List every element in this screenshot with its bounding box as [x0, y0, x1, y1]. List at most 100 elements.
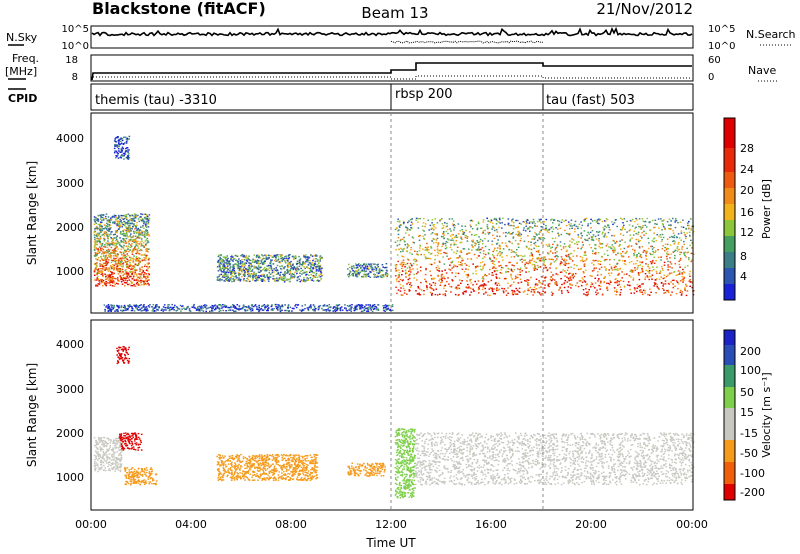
power-cell-5-530	[674, 285, 676, 287]
power-cell-5-197	[639, 235, 642, 238]
power-cell-5-1589	[548, 243, 550, 246]
power-cell-5-496	[460, 250, 462, 252]
power-cell-2-494	[318, 276, 321, 278]
power-cell-4-28	[391, 304, 394, 306]
power-cell-0-530	[131, 228, 133, 230]
power-cell-5-876	[600, 260, 602, 263]
power-cell-5-1076	[498, 235, 501, 238]
power-cell-5-620	[490, 260, 493, 262]
power-cell-0-96	[130, 244, 132, 246]
power-cell-0-769	[102, 234, 104, 236]
power-cell-4-497	[368, 306, 370, 308]
freq-series	[91, 62, 692, 81]
power-cell-0-1066	[136, 281, 139, 283]
power-cell-5-687	[458, 264, 460, 266]
power-cell-0-803	[148, 217, 151, 220]
power-cell-3-17	[365, 270, 368, 272]
power-cell-2-628	[289, 253, 291, 256]
power-cell-5-309	[586, 239, 589, 242]
power-cell-5-912	[531, 238, 533, 240]
power-cell-5-311	[474, 280, 476, 283]
power-cell-5-1114	[458, 287, 461, 290]
power-cell-5-1622	[629, 270, 631, 273]
power-cell-2-704	[257, 265, 260, 267]
power-cell-5-242	[512, 250, 514, 253]
power-cell-5-1531	[410, 224, 412, 227]
power-cell-2-190	[231, 257, 233, 259]
power-cell-5-60	[673, 234, 676, 237]
power-cell-0-1060	[146, 237, 149, 240]
power-cell-4-189	[230, 305, 232, 308]
power-cell-5-1478	[433, 242, 435, 244]
power-cell-4-302	[176, 309, 179, 312]
power-cell-0-984	[143, 276, 145, 278]
power-cell-4-587	[317, 308, 320, 311]
power-cell-0-38	[112, 222, 114, 224]
power-cell-2-401	[225, 259, 228, 262]
power-cell-4-142	[107, 304, 110, 306]
power-cell-0-504	[144, 240, 147, 242]
power-cell-5-94	[596, 219, 599, 221]
power-cell-0-564	[144, 276, 146, 278]
power-cell-5-1267	[422, 222, 425, 224]
power-cell-3-71	[359, 264, 362, 266]
power-cell-4-377	[198, 309, 201, 311]
power-cell-5-65	[442, 256, 444, 258]
power-cell-4-486	[366, 308, 369, 310]
power-cell-2-786	[262, 278, 264, 280]
power-cell-5-817	[689, 275, 691, 277]
power-cell-5-89	[661, 267, 664, 270]
power-cell-2-848	[247, 272, 250, 275]
power-cell-2-821	[230, 258, 232, 260]
power-cell-2-209	[220, 273, 223, 276]
power-cell-5-171	[482, 267, 484, 270]
power-cell-5-1135	[635, 217, 637, 220]
power-cell-5-1319	[620, 255, 623, 257]
power-cell-2-587	[252, 260, 254, 262]
power-cell-5-18	[489, 258, 492, 261]
power-cell-1-35	[128, 138, 130, 140]
power-cell-4-577	[194, 307, 196, 309]
power-cell-4-416	[187, 306, 189, 308]
power-cell-5-250	[466, 236, 469, 238]
power-cell-5-1909	[610, 272, 613, 274]
power-cell-5-1720	[526, 293, 529, 295]
power-cell-0-1166	[116, 253, 119, 255]
power-cell-2-357	[263, 279, 265, 281]
power-cell-4-482	[199, 306, 202, 308]
power-cell-4-443	[123, 304, 126, 307]
power-cell-5-592	[647, 270, 649, 272]
power-cell-5-655	[613, 266, 616, 269]
power-cell-5-1488	[543, 258, 545, 260]
power-cell-2-537	[303, 263, 306, 265]
power-cell-5-865	[679, 251, 681, 253]
power-cell-5-96	[394, 228, 397, 231]
power-cell-2-690	[226, 270, 228, 272]
power-cell-5-173	[651, 248, 654, 250]
power-cell-0-329	[125, 256, 128, 258]
power-cell-5-1520	[518, 222, 521, 224]
power-cell-2-773	[286, 264, 289, 267]
power-cell-1-18	[123, 155, 125, 157]
power-cell-5-1022	[595, 293, 598, 296]
power-cell-2-256	[251, 261, 254, 263]
power-cell-1-76	[117, 145, 120, 147]
power-cell-0-306	[148, 235, 151, 237]
power-cell-5-305	[491, 267, 494, 269]
power-cell-5-211	[483, 274, 486, 277]
power-cell-2-798	[318, 280, 320, 282]
power-cell-0-1036	[125, 277, 127, 279]
power-cell-0-524	[96, 273, 98, 276]
power-cell-4-88	[264, 306, 266, 308]
power-cell-5-1301	[439, 293, 441, 295]
power-cell-0-893	[125, 272, 128, 274]
power-cell-5-1573	[413, 273, 416, 276]
power-cell-0-474	[131, 236, 134, 238]
power-cell-0-585	[94, 238, 96, 241]
power-cell-5-590	[667, 291, 670, 294]
power-cell-2-640	[281, 260, 284, 262]
power-cell-0-753	[139, 241, 142, 243]
power-cell-5-219	[430, 247, 433, 249]
power-cell-2-699	[238, 267, 241, 269]
power-cell-5-1156	[400, 294, 403, 296]
